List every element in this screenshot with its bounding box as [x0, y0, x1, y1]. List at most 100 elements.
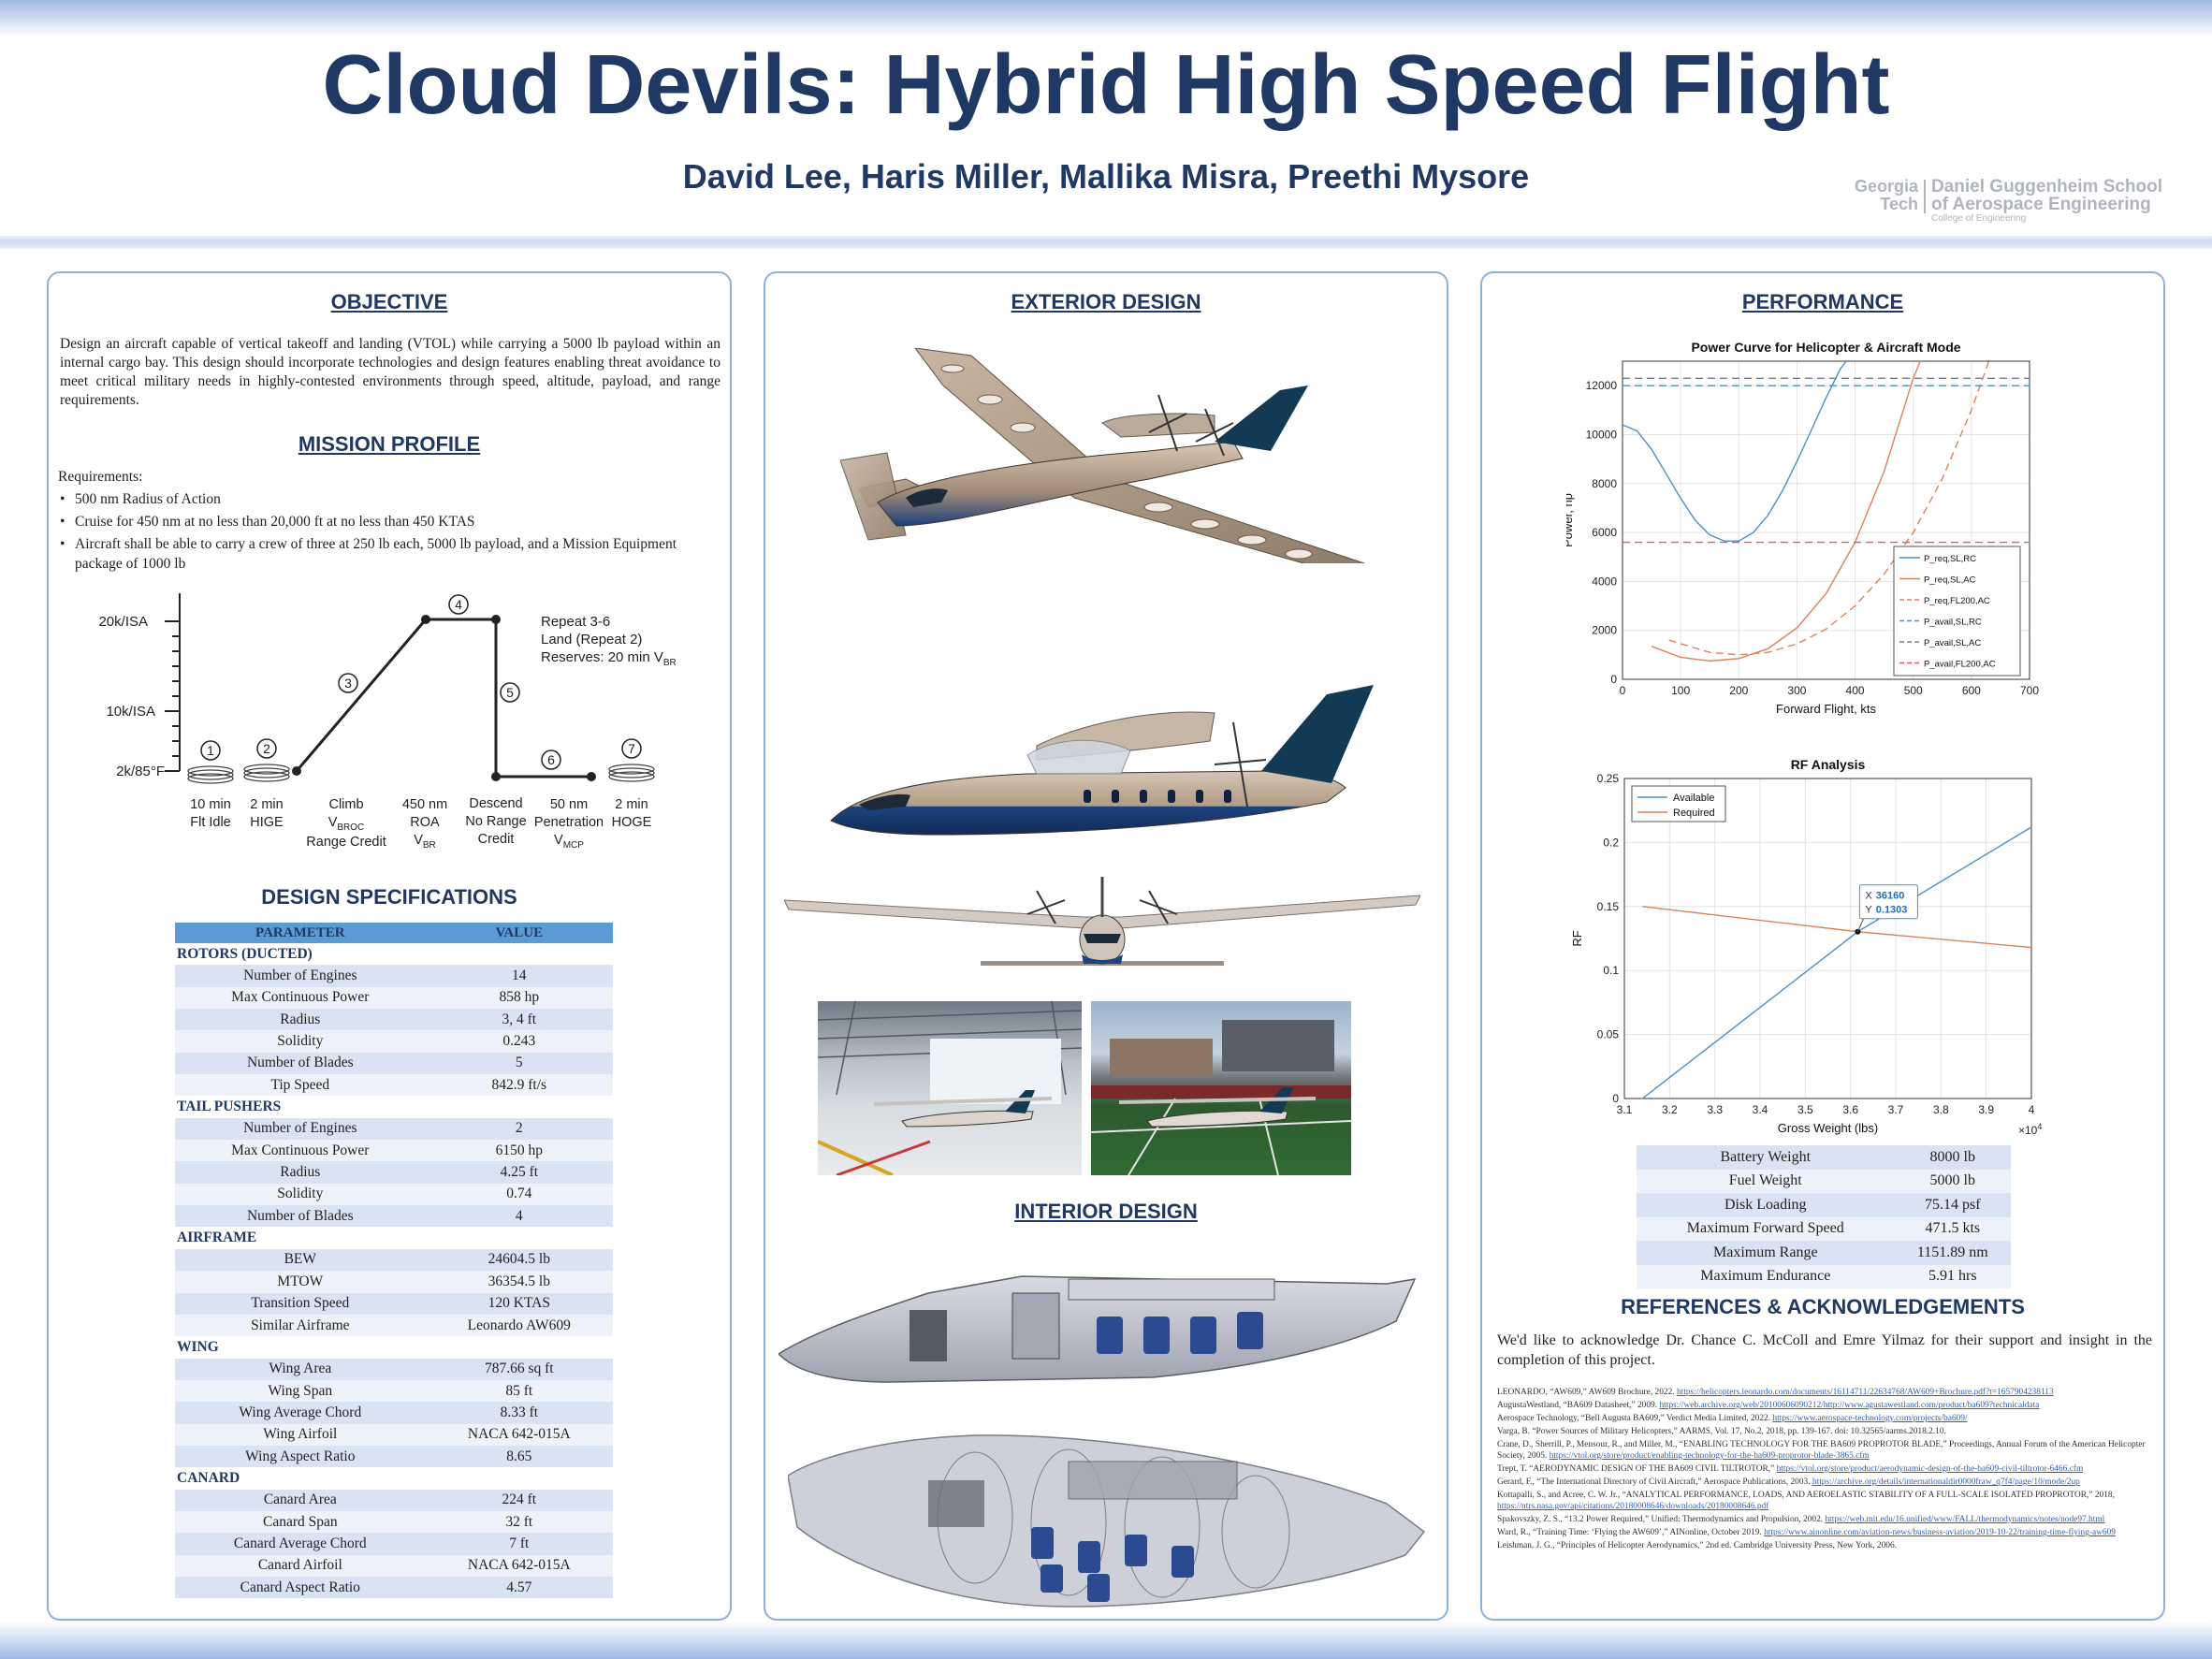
specs-value-cell: 8.65 — [425, 1445, 613, 1468]
specs-value-cell: 2 — [425, 1117, 613, 1141]
legend-label: P_req,FL200,AC — [1924, 596, 1990, 606]
reference-link[interactable]: https://www.aerospace-technology.com/pro… — [1772, 1414, 1968, 1423]
specs-parameter-cell: Number of Blades — [175, 1205, 426, 1228]
segment-label: 2 min — [615, 797, 648, 812]
specs-parameter-cell: Max Continuous Power — [175, 986, 426, 1010]
segment-number: 3 — [344, 676, 352, 691]
power-curve-chart: Power Curve for Helicopter & Aircraft Mo… — [1566, 340, 2039, 716]
reference-link[interactable]: https://archive.org/details/internationa… — [1812, 1477, 2080, 1487]
specs-row: Canard Airfoil NACA 642-015A — [175, 1554, 613, 1577]
performance-value-cell: 75.14 psf — [1894, 1193, 2011, 1217]
specs-parameter-cell: Canard Aspect Ratio — [175, 1576, 426, 1599]
specs-value-cell: 5 — [425, 1052, 613, 1075]
reference-link[interactable]: https://web.archive.org/web/201006060902… — [1659, 1401, 2040, 1410]
x-tick-label: 3.4 — [1753, 1103, 1768, 1116]
specs-value-cell: 4 — [425, 1205, 613, 1228]
specs-parameter-cell: Number of Engines — [175, 965, 426, 987]
y-tick-label: 12000 — [1586, 379, 1618, 392]
chart-title: RF Analysis — [1791, 757, 1866, 772]
specs-row: Canard Average Chord 7 ft — [175, 1533, 613, 1555]
plot-border — [1622, 360, 2030, 680]
specs-value-cell: 32 ft — [425, 1510, 613, 1534]
segment-label: 50 nm — [550, 797, 588, 812]
specs-row: BEW 24604.5 lb — [175, 1248, 613, 1272]
mission-note: Repeat 3-6 — [541, 614, 610, 630]
reference-text: LEONARDO, “AW609,” AW609 Brochure, 2022. — [1497, 1388, 1675, 1397]
plot-area — [1623, 778, 2032, 1099]
x-tick-label: 600 — [1962, 684, 1981, 697]
reference-item: Crane, D., Sherrill, P., Mensour, R., an… — [1497, 1439, 2154, 1462]
x-axis-multiplier: ×104 — [2018, 1122, 2042, 1137]
reference-link[interactable]: https://www.ainonline.com/aviation-news/… — [1764, 1528, 2116, 1537]
left-panel: OBJECTIVE Design an aircraft capable of … — [47, 271, 732, 1621]
performance-value-cell: 1151.89 nm — [1894, 1241, 2011, 1265]
x-tick-label: 0 — [1620, 684, 1626, 697]
specs-value-cell: 36354.5 lb — [425, 1271, 613, 1293]
segment-label: Penetration — [534, 815, 604, 830]
specs-parameter-cell: Canard Span — [175, 1510, 426, 1534]
specs-row: Canard Aspect Ratio 4.57 — [175, 1576, 613, 1599]
georgia-tech-logo: Georgia Tech Daniel Guggenheim School of… — [1851, 178, 2193, 225]
segment-label: ROA — [410, 815, 440, 830]
specs-header-value: VALUE — [425, 923, 613, 943]
reference-text: Trept, T. “AERODYNAMIC DESIGN OF THE BA6… — [1497, 1464, 1775, 1474]
x-tick-label: 100 — [1671, 684, 1690, 697]
y-tick-label: 0.2 — [1603, 836, 1619, 849]
specs-parameter-cell: Wing Aspect Ratio — [175, 1445, 426, 1468]
objective-text: Design an aircraft capable of vertical t… — [60, 336, 720, 408]
segment-label: Descend — [469, 796, 522, 811]
datatip-y: Y 0.1303 — [1865, 905, 1907, 916]
reference-item: Ward, R., “Training Time: ‘Flying the AW… — [1497, 1527, 2154, 1538]
header-divider — [0, 236, 2212, 249]
performance-row: Disk Loading 75.14 psf — [1637, 1193, 2011, 1217]
specs-row: Number of Blades 4 — [175, 1205, 613, 1228]
specs-row: Max Continuous Power 6150 hp — [175, 1140, 613, 1162]
x-tick-label: 3.9 — [1978, 1103, 1994, 1116]
segment-label: VBROC — [328, 815, 365, 833]
legend-label: Available — [1673, 793, 1714, 804]
specs-row: Wing Aspect Ratio 8.65 — [175, 1445, 613, 1468]
reference-link[interactable]: https://vtol.org/store/product/enabling-… — [1549, 1451, 1870, 1461]
mission-note: Land (Repeat 2) — [541, 632, 642, 648]
rf-analysis-chart: RF Analysis 3.1 3.2 3.3 3.4 3.5 3.6 3.7 3.8 3.9 4 0… — [1570, 757, 2042, 1137]
performance-table-body: Battery Weight 8000 lb Fuel Weight 5000 lb D… — [1637, 1145, 2011, 1288]
specs-parameter-cell: Solidity — [175, 1030, 426, 1053]
reference-text: Varga, B. “Power Sources of Military Hel… — [1497, 1427, 1946, 1436]
specs-parameter-cell: Canard Area — [175, 1489, 426, 1511]
reference-link[interactable]: https://helicopters.leonardo.com/documen… — [1676, 1388, 2054, 1397]
center-panel: EXTERIOR DESIGN — [764, 271, 1448, 1621]
design-specs-title: DESIGN SPECIFICATIONS — [261, 885, 517, 909]
segment-number: 1 — [207, 743, 214, 758]
x-tick-label: 3.5 — [1797, 1103, 1813, 1116]
segment-number: 4 — [455, 597, 462, 612]
aircraft-side-render — [830, 685, 1374, 836]
y-label-20k: 20k/ISA — [98, 614, 148, 630]
performance-value-cell: 471.5 kts — [1894, 1216, 2011, 1241]
references-list: LEONARDO, “AW609,” AW609 Brochure, 2022.… — [1497, 1387, 2154, 1553]
specs-value-cell: 787.66 sq ft — [425, 1358, 613, 1380]
x-tick-label: 400 — [1846, 684, 1865, 697]
segment-label: HIGE — [250, 815, 284, 830]
specs-value-cell: NACA 642-015A — [425, 1423, 613, 1446]
specs-parameter-cell: Solidity — [175, 1183, 426, 1206]
acknowledgement-text: We'd like to acknowledge Dr. Chance C. M… — [1497, 1332, 2152, 1368]
legend-label: P_avail,FL200,AC — [1924, 660, 1996, 670]
specs-parameter-cell: Max Continuous Power — [175, 1140, 426, 1162]
specs-group-label: WING — [175, 1336, 613, 1359]
x-tick-label: 500 — [1904, 684, 1923, 697]
y-tick-label: 0.1 — [1603, 964, 1619, 977]
reference-link[interactable]: https://ntrs.nasa.gov/api/citations/2018… — [1497, 1502, 1769, 1511]
segment-label: VBR — [414, 833, 436, 851]
reference-link[interactable]: https://vtol.org/store/product/aerodynam… — [1776, 1464, 2084, 1474]
mission-profile-title: MISSION PROFILE — [298, 432, 481, 456]
y-tick-label: 0.05 — [1597, 1028, 1620, 1041]
reference-item: Gerard, F., “The International Directory… — [1497, 1477, 2154, 1488]
reference-link[interactable]: https://web.mit.edu/16.unified/www/FALL/… — [1825, 1515, 2105, 1524]
performance-row: Maximum Forward Speed 471.5 kts — [1637, 1216, 2011, 1241]
reference-text: Crane, D., Sherrill, P., Mensour, R., an… — [1497, 1440, 2146, 1461]
reference-item: AugustaWestland, “BA609 Datasheet,” 2009… — [1497, 1400, 2154, 1411]
reference-text: Kottapalli, S., and Acree, C. W. Jr., “A… — [1497, 1491, 2115, 1500]
specs-row: Wing Area 787.66 sq ft — [175, 1358, 613, 1380]
y-tick-label: 0.25 — [1597, 772, 1620, 785]
specs-parameter-cell: Wing Span — [175, 1379, 426, 1403]
